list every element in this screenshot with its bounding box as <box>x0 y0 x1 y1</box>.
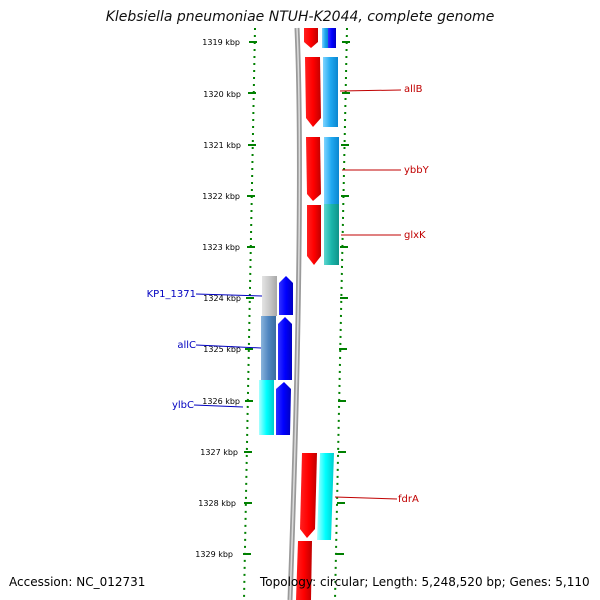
tick-marks <box>243 41 350 555</box>
tick-label: 1322 kbp <box>202 192 240 201</box>
gene-box[interactable] <box>317 453 334 540</box>
label-leader-lines <box>193 89 402 500</box>
gene-label-allC[interactable]: allC <box>177 340 196 351</box>
tick-label: 1321 kbp <box>203 141 241 150</box>
left-dotted-guide <box>243 27 256 600</box>
gene-arrow[interactable] <box>276 382 291 435</box>
topology-text: Topology: circular; Length: 5,248,520 bp… <box>260 575 590 589</box>
genome-axis-highlight <box>289 27 301 600</box>
gene-box[interactable] <box>324 204 339 265</box>
tick-label: 1326 kbp <box>202 397 240 406</box>
gene-arrow[interactable] <box>305 57 321 127</box>
gene-label-ybbY[interactable]: ybbY <box>404 165 430 176</box>
gene-label-glxK[interactable]: glxK <box>404 230 426 241</box>
secondary-gene-track <box>317 28 339 540</box>
gene-arrow[interactable] <box>279 276 293 315</box>
gene-arrow[interactable] <box>278 317 292 380</box>
gene-box[interactable] <box>262 276 277 316</box>
tick-label: 1329 kbp <box>195 550 233 559</box>
forward-strand-genes <box>296 28 321 600</box>
gene-box[interactable] <box>322 28 328 48</box>
gene-label-ylbC[interactable]: ylbC <box>172 400 194 411</box>
accession-text: Accession: NC_012731 <box>9 575 146 589</box>
map-title: Klebsiella pneumoniae NTUH-K2044, comple… <box>105 9 495 25</box>
gene-box[interactable] <box>324 137 339 204</box>
gene-labels: allB ybbY glxK fdrA KP1_1371 allC ylbC <box>147 84 430 505</box>
tick-label: 1328 kbp <box>198 499 236 508</box>
gene-label-allB[interactable]: allB <box>404 84 423 95</box>
gene-box[interactable] <box>323 57 338 127</box>
gene-arrow[interactable] <box>307 205 321 265</box>
tick-label: 1325 kbp <box>203 345 241 354</box>
gene-box[interactable] <box>259 380 274 435</box>
reverse-strand-genes <box>259 276 293 435</box>
gene-arrow[interactable] <box>306 137 321 201</box>
gene-arrow[interactable] <box>296 541 312 600</box>
gene-arrow[interactable] <box>304 28 318 48</box>
tick-label: 1327 kbp <box>200 448 238 457</box>
tick-label: 1320 kbp <box>203 90 241 99</box>
gene-box[interactable] <box>328 28 336 48</box>
right-dotted-guide <box>334 27 348 600</box>
gene-box[interactable] <box>261 316 276 380</box>
tick-label: 1319 kbp <box>202 38 240 47</box>
gene-arrow[interactable] <box>300 453 317 538</box>
gene-label-KP1_1371[interactable]: KP1_1371 <box>147 289 196 300</box>
tick-label: 1323 kbp <box>202 243 240 252</box>
gene-label-fdrA[interactable]: fdrA <box>398 494 419 505</box>
tick-label: 1324 kbp <box>203 294 241 303</box>
tick-labels: 1319 kbp 1320 kbp 1321 kbp 1322 kbp 1323… <box>195 38 241 559</box>
